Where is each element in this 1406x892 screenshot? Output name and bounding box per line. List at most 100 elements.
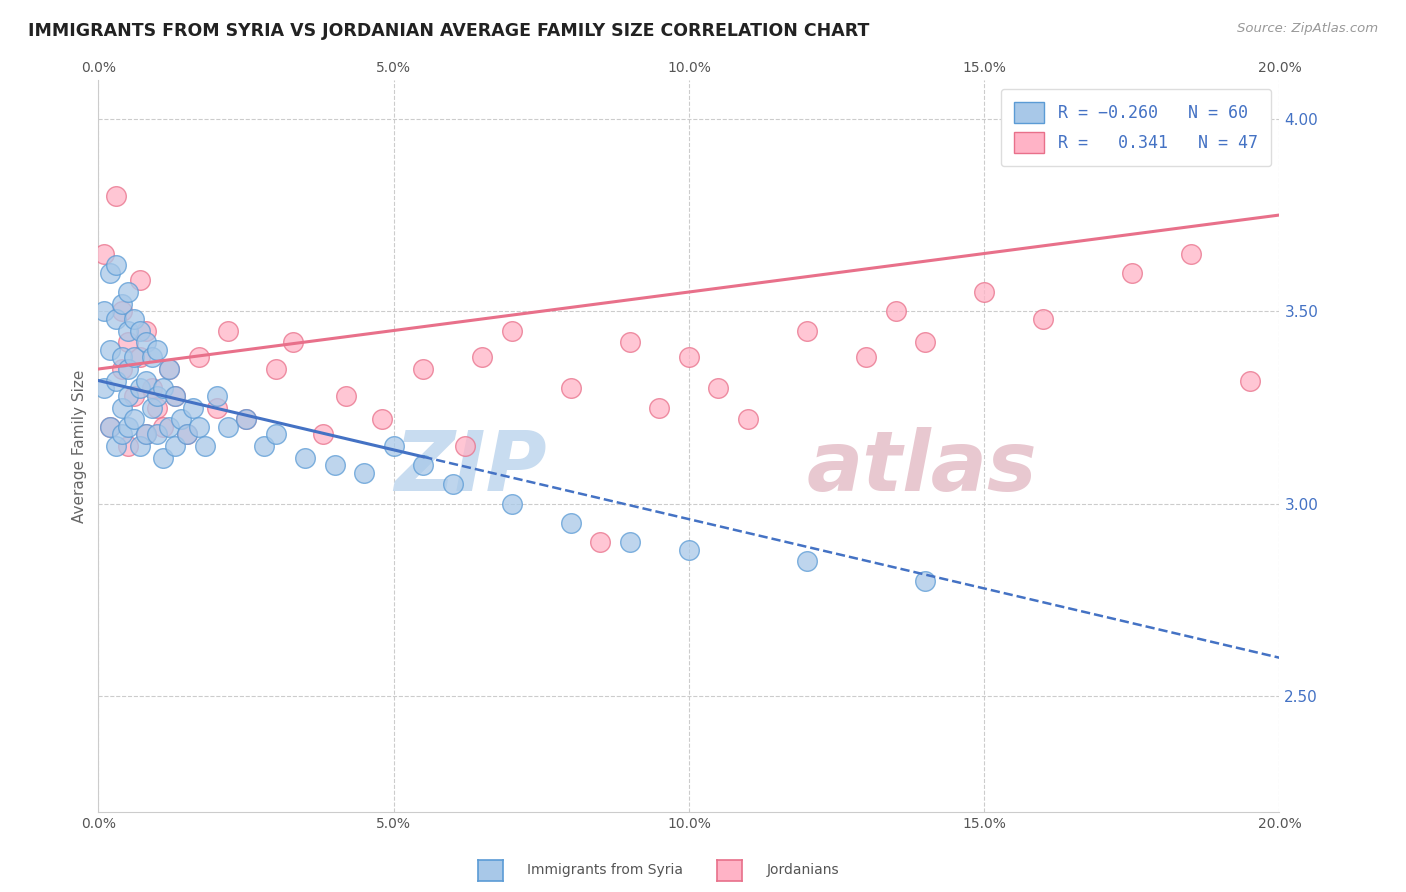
Point [165, 389, 187, 403]
Point [105, 312, 128, 326]
Point [217, 419, 239, 434]
Point [146, 401, 169, 415]
Point [135, 334, 157, 349]
Point [914, 574, 936, 588]
Point [141, 381, 163, 395]
Text: atlas: atlas [807, 427, 1038, 508]
Point [619, 535, 641, 549]
Legend: R = −0.260   N = 60, R =   0.341   N = 47: R = −0.260 N = 60, R = 0.341 N = 47 [1001, 88, 1271, 167]
Point [117, 389, 139, 403]
Point [371, 412, 394, 426]
Point [187, 351, 209, 365]
Point [501, 497, 523, 511]
Point [884, 304, 907, 318]
Point [1180, 246, 1202, 260]
Point [128, 381, 150, 395]
Point [117, 439, 139, 453]
Point [122, 412, 145, 426]
Point [98, 266, 121, 280]
Point [855, 351, 877, 365]
Point [152, 381, 174, 395]
Point [796, 554, 818, 568]
Point [128, 324, 150, 338]
Point [122, 312, 145, 326]
Point [176, 427, 198, 442]
Point [117, 334, 139, 349]
Point [146, 427, 169, 442]
Point [152, 450, 174, 465]
Point [105, 439, 128, 453]
Text: IMMIGRANTS FROM SYRIA VS JORDANIAN AVERAGE FAMILY SIZE CORRELATION CHART: IMMIGRANTS FROM SYRIA VS JORDANIAN AVERA… [28, 22, 869, 40]
Point [98, 343, 121, 357]
Point [128, 439, 150, 453]
Point [737, 412, 759, 426]
Point [157, 419, 180, 434]
Point [187, 419, 209, 434]
Point [312, 427, 335, 442]
Point [128, 351, 150, 365]
Point [678, 351, 700, 365]
Point [678, 543, 700, 558]
Text: Immigrants from Syria: Immigrants from Syria [527, 863, 683, 877]
Point [98, 419, 121, 434]
Point [205, 401, 228, 415]
Point [181, 401, 204, 415]
Point [501, 324, 523, 338]
Point [589, 535, 612, 549]
Point [146, 389, 169, 403]
Point [648, 401, 671, 415]
Point [117, 419, 139, 434]
Point [98, 419, 121, 434]
Text: ZIP: ZIP [395, 427, 547, 508]
Point [1032, 312, 1054, 326]
Point [796, 324, 818, 338]
Point [471, 351, 494, 365]
Point [117, 324, 139, 338]
Point [283, 334, 305, 349]
Y-axis label: Average Family Size: Average Family Size [72, 369, 87, 523]
Point [93, 304, 115, 318]
Point [973, 285, 995, 299]
Point [128, 273, 150, 287]
Point [1121, 266, 1143, 280]
Text: Jordanians: Jordanians [766, 863, 839, 877]
Point [93, 381, 115, 395]
Point [412, 362, 434, 376]
Point [117, 362, 139, 376]
Point [335, 389, 357, 403]
Text: Source: ZipAtlas.com: Source: ZipAtlas.com [1237, 22, 1378, 36]
Point [253, 439, 276, 453]
Point [152, 419, 174, 434]
Point [135, 374, 157, 388]
Point [117, 285, 139, 299]
Point [217, 324, 239, 338]
Point [93, 246, 115, 260]
Point [111, 351, 134, 365]
Point [412, 458, 434, 473]
Point [122, 351, 145, 365]
Point [264, 427, 287, 442]
Point [914, 334, 936, 349]
Point [194, 439, 217, 453]
Point [122, 389, 145, 403]
Point [111, 362, 134, 376]
Point [1239, 374, 1261, 388]
Point [264, 362, 287, 376]
Point [235, 412, 257, 426]
Point [353, 466, 375, 480]
Point [135, 324, 157, 338]
Point [111, 296, 134, 310]
Point [141, 401, 163, 415]
Point [176, 427, 198, 442]
Point [111, 401, 134, 415]
Point [165, 439, 187, 453]
Point [235, 412, 257, 426]
Point [323, 458, 346, 473]
Point [157, 362, 180, 376]
Point [146, 343, 169, 357]
Point [619, 334, 641, 349]
Point [560, 381, 582, 395]
Point [111, 427, 134, 442]
Point [157, 362, 180, 376]
Point [111, 304, 134, 318]
